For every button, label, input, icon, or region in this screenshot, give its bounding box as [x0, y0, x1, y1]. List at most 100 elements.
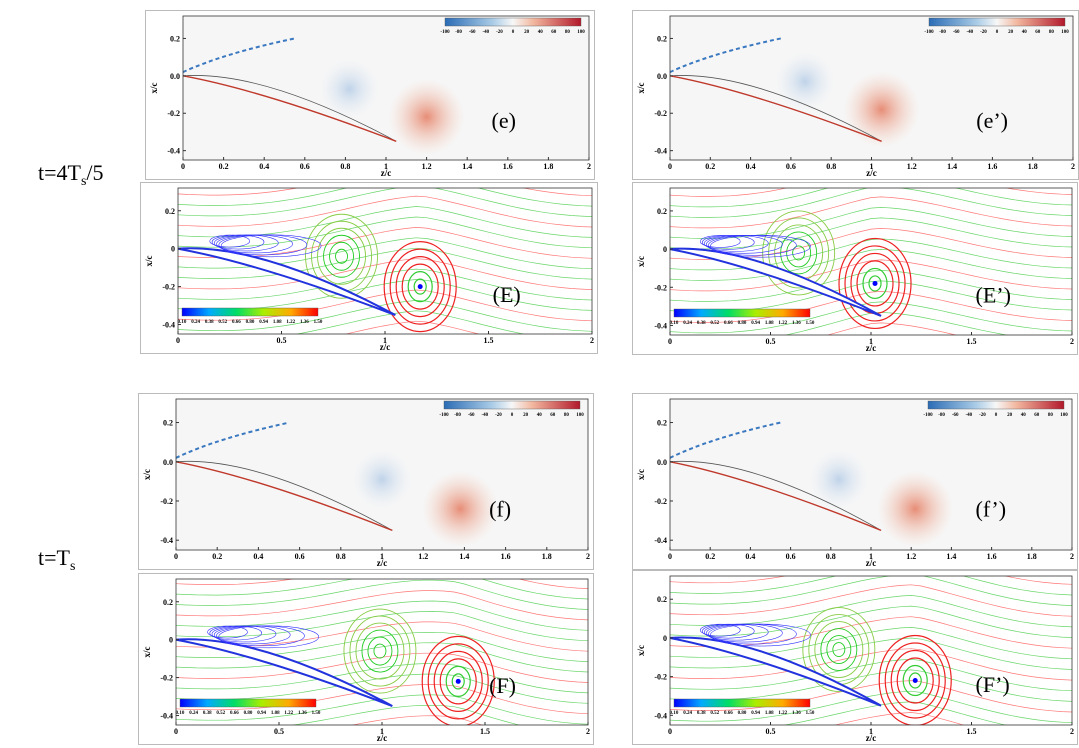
streamline — [670, 605, 1072, 638]
colorbar-label: -80 — [455, 30, 462, 35]
x-tick-label: 1.5 — [967, 727, 977, 736]
colorbar-label: 0.66 — [724, 321, 733, 326]
colorbar — [673, 698, 811, 708]
colorbar — [928, 17, 1066, 27]
x-tick-label: 0 — [668, 162, 672, 171]
vortex-ring — [305, 213, 378, 299]
vortex-ring — [401, 263, 439, 310]
vortex-ring — [433, 650, 483, 712]
x-tick-label: 0 — [668, 727, 672, 736]
y-tick-label: 0.2 — [657, 207, 667, 216]
streamline — [176, 590, 588, 621]
streamline — [670, 637, 1072, 670]
plot-area — [176, 399, 588, 550]
streamline — [670, 584, 1072, 617]
vortex-ring — [361, 629, 399, 673]
plot-area — [670, 16, 1073, 160]
x-tick-label: 0.2 — [219, 162, 229, 171]
vortex-ring — [896, 657, 934, 704]
colorbar-label: -40 — [481, 413, 488, 418]
colorbar-label: 0.94 — [257, 711, 266, 716]
colorbar-label: 1.36 — [300, 320, 309, 325]
vortex-ring — [862, 267, 888, 300]
panel: 0 0.5 1 1.5 2 0.2 0 -0.2 -0.4 z/c x/c 0.10 0.24 0.38 0… — [632, 182, 1078, 355]
y-axis-label: x/c — [636, 469, 646, 480]
x-tick-label: 0.5 — [766, 337, 776, 346]
colorbar-label: 1.22 — [284, 711, 293, 716]
x-tick-label: 1.4 — [459, 552, 469, 561]
colorbar-label: 1.36 — [792, 321, 801, 326]
vortex-ring — [407, 270, 433, 303]
colorbar-label: 80 — [1048, 413, 1054, 418]
airfoil-lower — [176, 461, 393, 532]
colorbar-label: 100 — [577, 30, 585, 35]
y-tick-label: -0.4 — [162, 321, 175, 330]
streamline — [290, 704, 521, 725]
vortex-ring — [902, 664, 928, 697]
vortex-core — [912, 677, 918, 683]
y-tick-label: -0.4 — [654, 147, 667, 156]
row-label-main: t=4T — [38, 160, 82, 185]
x-tick-label: 1.2 — [906, 552, 916, 561]
colorbar-label: 0.24 — [191, 320, 200, 325]
airfoil-lower — [670, 461, 882, 532]
x-tick-label: 0.8 — [340, 162, 350, 171]
colorbar-label: 0 — [512, 30, 515, 35]
x-tick-label: 1 — [384, 162, 388, 171]
vortex-blue — [775, 51, 836, 112]
vortex-red — [422, 470, 499, 547]
colorbar-label: 0.66 — [230, 711, 239, 716]
vortex-ring — [323, 234, 360, 278]
colorbar — [443, 400, 581, 410]
x-axis-label: z/c — [866, 558, 877, 568]
x-tick-label: 0.4 — [745, 552, 755, 561]
x-tick-label: 0.8 — [826, 162, 836, 171]
x-tick-label: 0.5 — [766, 727, 776, 736]
y-tick-label: 0.2 — [170, 34, 180, 43]
colorbar-label: 20 — [1008, 30, 1014, 35]
x-axis-label: z/c — [866, 168, 877, 178]
streamline — [670, 648, 1072, 681]
vortex-ring — [389, 248, 451, 325]
colorbar-label: 0.10 — [670, 321, 679, 326]
x-tick-label: 0.2 — [705, 552, 715, 561]
x-tick-label: 0.6 — [786, 552, 796, 561]
vortex-ring — [395, 255, 445, 318]
panel-label: (f) — [489, 497, 511, 522]
colorbar-label: 1.22 — [778, 321, 787, 326]
shear-layer — [183, 37, 295, 74]
vortex-red — [843, 71, 920, 148]
vortex-ring — [367, 636, 393, 666]
shear-layer — [670, 37, 782, 74]
x-tick-label: 0 — [668, 337, 672, 346]
colorbar — [179, 698, 317, 708]
x-tick-label: 2 — [586, 727, 590, 736]
colorbar-label: 20 — [524, 30, 530, 35]
vortex-red — [877, 470, 954, 547]
colorbar-label: 40 — [538, 30, 544, 35]
streamline — [178, 258, 592, 290]
le-streamline — [220, 234, 322, 258]
y-tick-label: 0 — [663, 245, 667, 254]
vortex-blue — [352, 449, 412, 510]
panel-frame — [632, 570, 1078, 745]
le-streamline — [710, 623, 811, 647]
streamline — [670, 690, 1072, 724]
panel-frame — [145, 10, 595, 180]
vortex-ring — [439, 658, 477, 705]
colorbar-label: -40 — [965, 413, 972, 418]
panel: 0 0.2 0.4 0.6 0.8 1 1.2 1.4 1.6 1.8 2 0.2 0.0 -0.2 -0.… — [632, 393, 1078, 570]
y-tick-label: 0 — [171, 245, 175, 254]
vortex-blue — [808, 449, 869, 510]
colorbar-label: -100 — [924, 30, 934, 35]
y-tick-label: 0.2 — [657, 34, 667, 43]
streamline — [350, 715, 484, 725]
x-axis-label: z/c — [380, 342, 391, 352]
streamline — [670, 196, 1072, 229]
colorbar-label: 20 — [523, 413, 529, 418]
x-tick-label: 1.6 — [987, 552, 997, 561]
colorbar-label: 0.52 — [710, 321, 719, 326]
panel: 0 0.2 0.4 0.6 0.8 1 1.2 1.4 1.6 1.8 2 0.2 0.0 -0.2 -0.… — [632, 10, 1079, 180]
streamline — [176, 579, 588, 610]
row-label-tail: /5 — [86, 160, 103, 185]
